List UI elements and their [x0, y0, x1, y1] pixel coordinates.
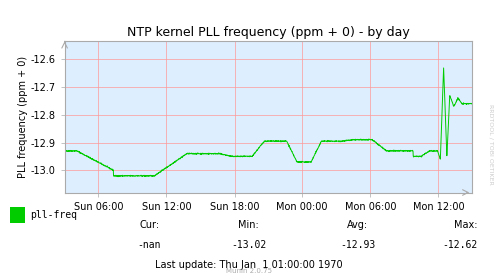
Text: -12.93: -12.93 [340, 240, 375, 250]
Text: -nan: -nan [137, 240, 161, 250]
Y-axis label: PLL frequency (ppm + 0): PLL frequency (ppm + 0) [18, 56, 28, 178]
Text: Avg:: Avg: [347, 219, 368, 230]
Text: Max:: Max: [454, 219, 477, 230]
Bar [10, 207, 25, 223]
Title: NTP kernel PLL frequency (ppm + 0) - by day: NTP kernel PLL frequency (ppm + 0) - by … [127, 26, 410, 39]
Text: Cur:: Cur: [139, 219, 159, 230]
Text: -13.02: -13.02 [231, 240, 266, 250]
Text: pll-freq: pll-freq [30, 210, 77, 220]
Text: Last update: Thu Jan  1 01:00:00 1970: Last update: Thu Jan 1 01:00:00 1970 [155, 260, 342, 270]
Text: RRDTOOL / TOBI OETIKER: RRDTOOL / TOBI OETIKER [489, 104, 494, 185]
Text: Munin 2.0.75: Munin 2.0.75 [226, 268, 271, 274]
Text: -12.62: -12.62 [442, 240, 477, 250]
Text: Min:: Min: [238, 219, 259, 230]
